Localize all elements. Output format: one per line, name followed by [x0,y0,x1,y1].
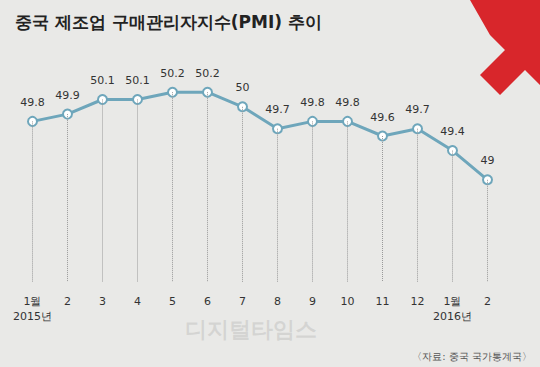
svg-text:2: 2 [64,295,71,308]
svg-text:7: 7 [239,295,246,308]
svg-text:50.1: 50.1 [90,74,115,87]
svg-text:50.2: 50.2 [195,67,220,80]
svg-text:50.2: 50.2 [160,67,185,80]
svg-text:2016년: 2016년 [433,310,472,323]
svg-text:4: 4 [134,295,141,308]
svg-text:디지털타임스: 디지털타임스 [185,317,317,342]
svg-text:49.9: 49.9 [55,89,80,102]
svg-text:49.7: 49.7 [265,103,290,116]
svg-text:6: 6 [204,295,211,308]
svg-text:2015년: 2015년 [13,310,52,323]
svg-text:50: 50 [236,81,250,94]
svg-text:49.8: 49.8 [335,96,360,109]
svg-text:9: 9 [309,295,316,308]
svg-text:8: 8 [274,295,281,308]
svg-text:5: 5 [169,295,176,308]
svg-text:10: 10 [341,295,355,308]
svg-text:49.7: 49.7 [405,103,430,116]
svg-text:3: 3 [99,295,106,308]
svg-text:12: 12 [411,295,425,308]
svg-text:1월: 1월 [24,295,42,308]
svg-text:49: 49 [481,154,495,167]
svg-text:1월: 1월 [444,295,462,308]
svg-text:49.8: 49.8 [20,96,45,109]
svg-text:중국 제조업 구매관리자지수(PMI) 추이: 중국 제조업 구매관리자지수(PMI) 추이 [15,12,322,32]
svg-text:49.8: 49.8 [300,96,325,109]
svg-text:50.1: 50.1 [125,74,150,87]
svg-text:49.6: 49.6 [370,111,395,124]
svg-text:11: 11 [376,295,390,308]
svg-text:〈자료: 중국 국가통계국〉: 〈자료: 중국 국가통계국〉 [412,351,532,362]
svg-text:2: 2 [484,295,491,308]
svg-text:49.4: 49.4 [440,125,465,138]
